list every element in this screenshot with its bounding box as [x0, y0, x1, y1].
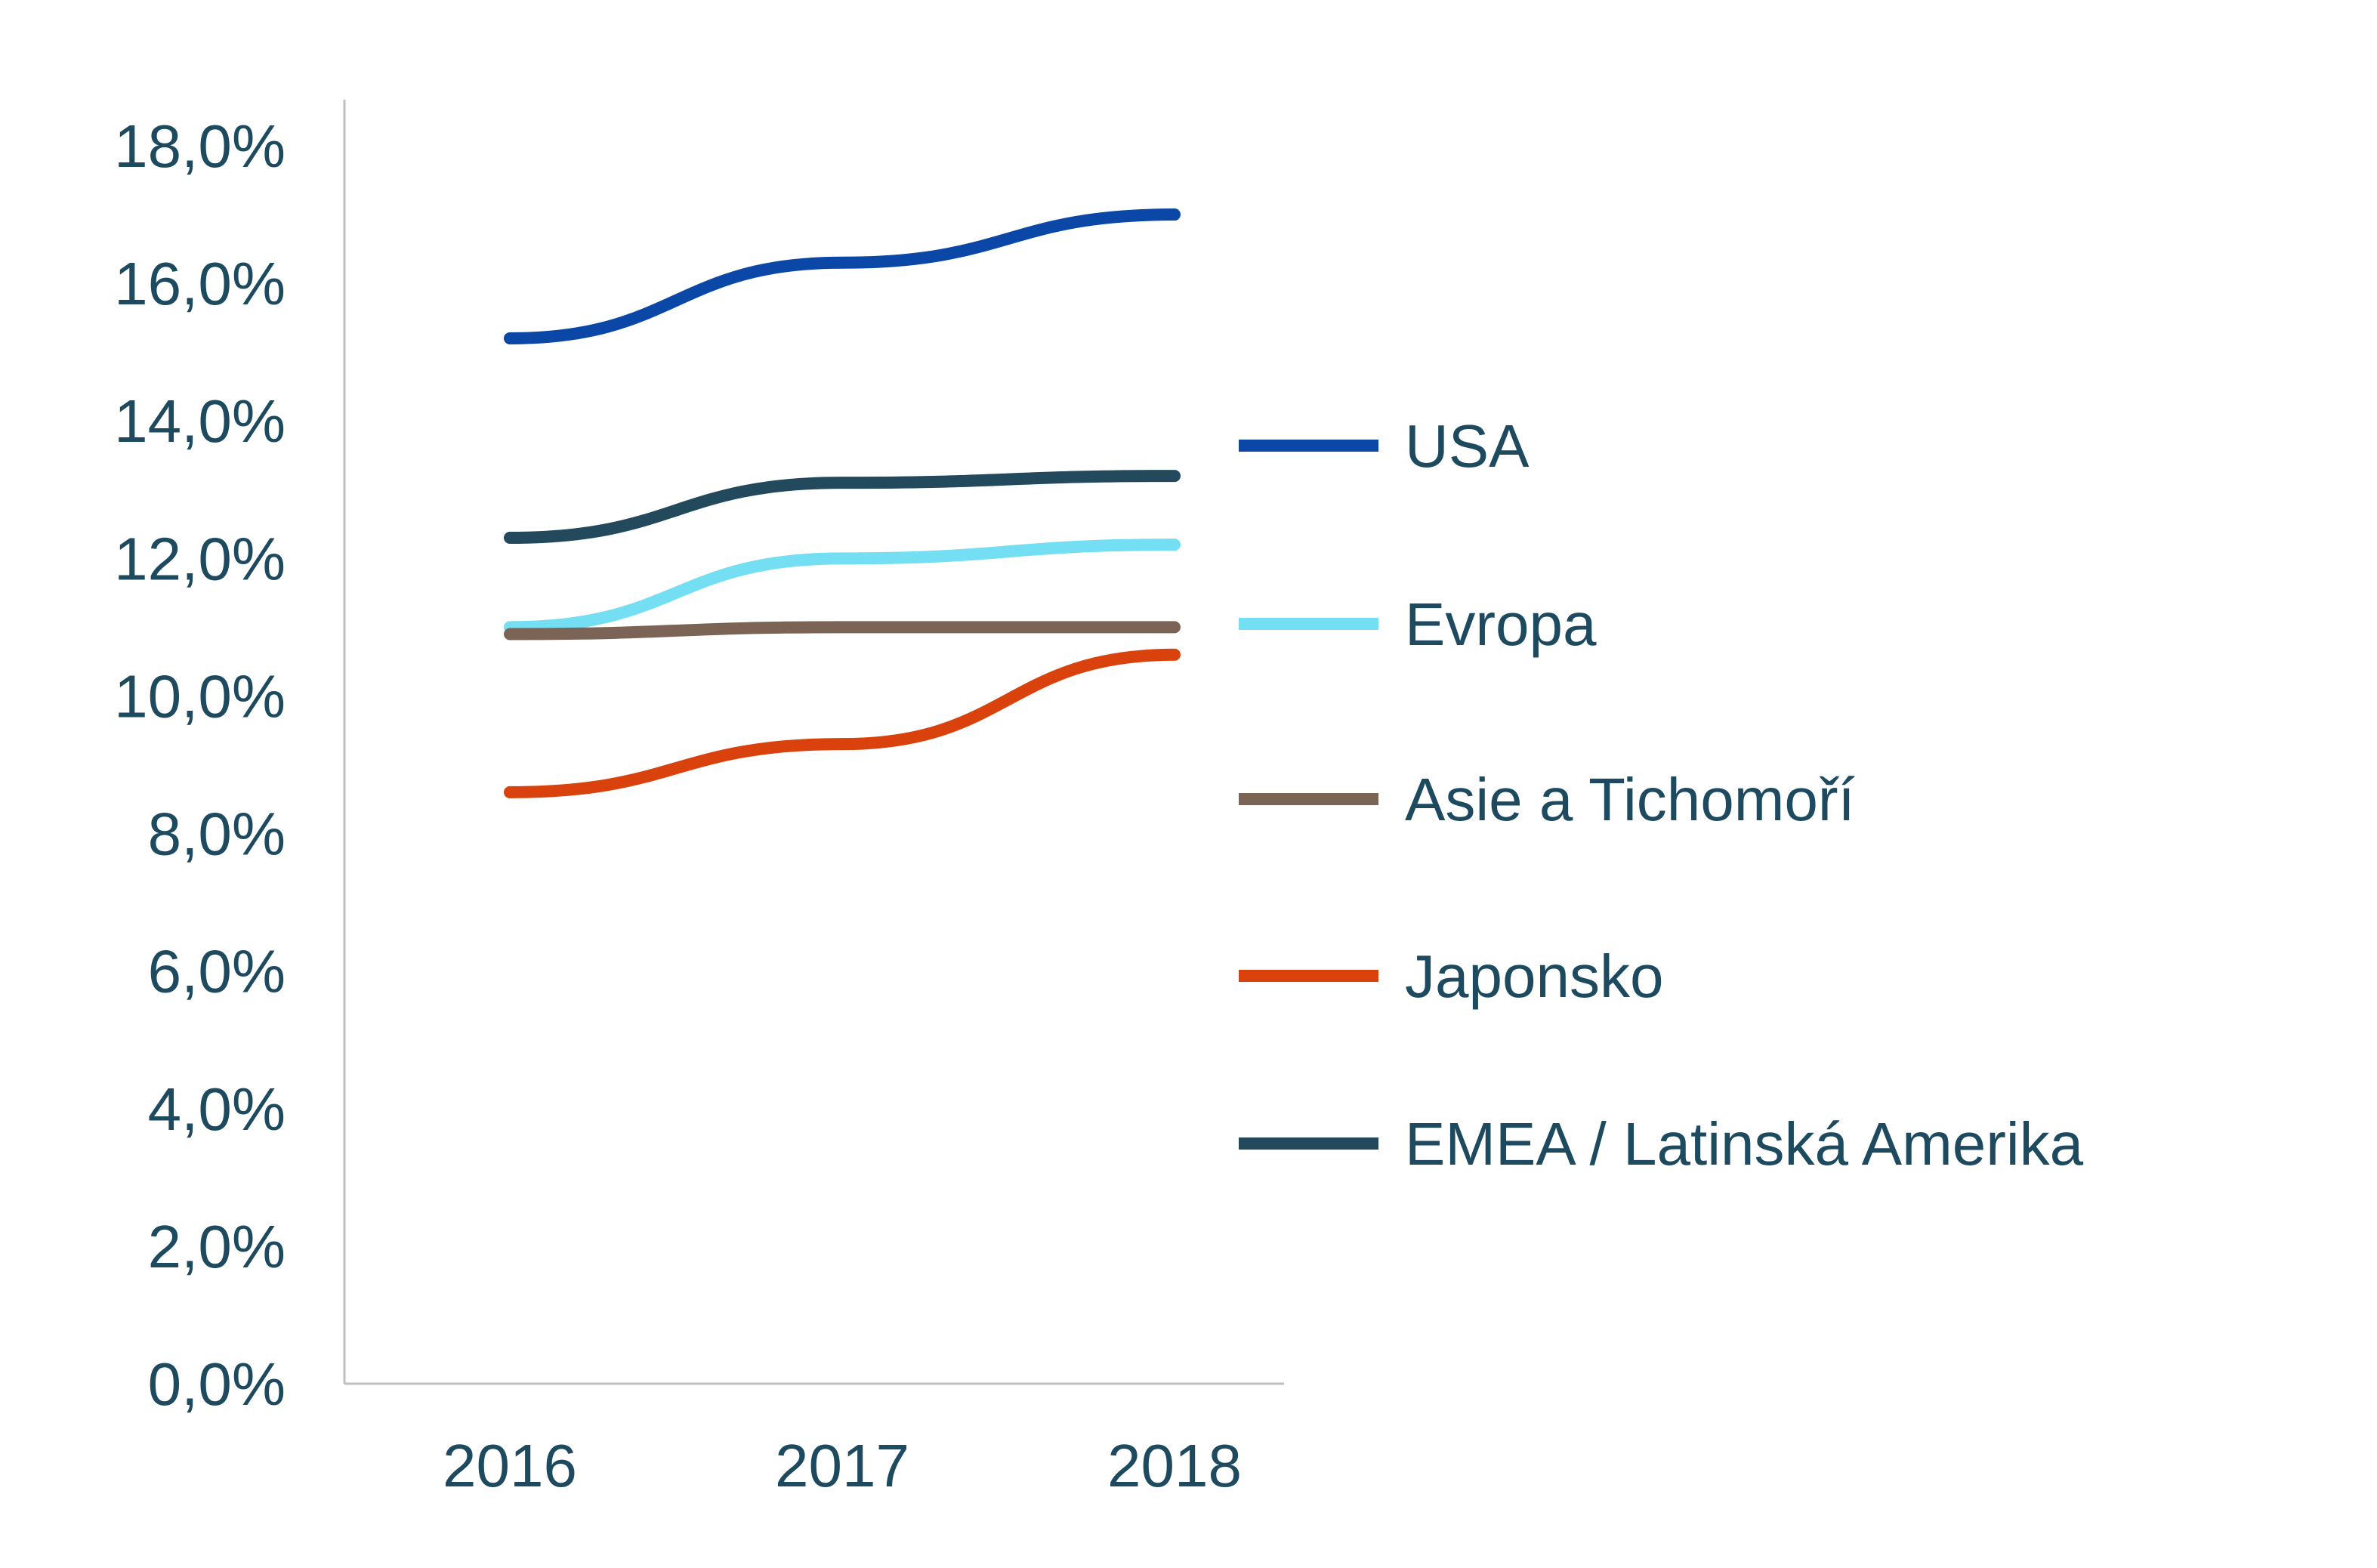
x-axis-ticks: 2016 2017 2018 — [443, 1432, 1242, 1499]
y-tick-label: 0,0% — [148, 1350, 286, 1418]
y-tick-label: 14,0% — [114, 387, 286, 455]
series-line-1 — [504, 539, 1181, 634]
legend-label: EMEA / Latinská Amerika — [1405, 1110, 2084, 1178]
y-axis-ticks: 0,0% 2,0% 4,0% 6,0% 8,0% 10,0% 12,0% 14,0% 16,0%… — [114, 113, 286, 1418]
legend-label: USA — [1405, 412, 1530, 480]
y-tick-label: 8,0% — [148, 801, 286, 868]
x-tick-label: 2017 — [775, 1432, 909, 1499]
legend-label: Evropa — [1405, 591, 1597, 658]
y-tick-label: 16,0% — [114, 250, 286, 317]
legend-label: Japonsko — [1405, 943, 1663, 1010]
legend: USA Evropa Asie a Tichomoří Japonsko EMEA / … — [1239, 412, 2084, 1178]
series-lines — [504, 208, 1181, 798]
y-tick-label: 10,0% — [114, 662, 286, 730]
y-tick-label: 6,0% — [148, 938, 286, 1005]
series-line-3 — [504, 648, 1181, 798]
series-line-0 — [504, 208, 1181, 344]
y-tick-label: 4,0% — [148, 1076, 286, 1143]
x-tick-label: 2018 — [1107, 1432, 1242, 1499]
y-tick-label: 12,0% — [114, 525, 286, 592]
y-tick-label: 18,0% — [114, 113, 286, 180]
series-line-4 — [504, 470, 1181, 545]
y-tick-label: 2,0% — [148, 1213, 286, 1280]
legend-label: Asie a Tichomoří — [1405, 766, 1855, 833]
x-tick-label: 2016 — [443, 1432, 577, 1499]
series-line-2 — [504, 621, 1181, 640]
